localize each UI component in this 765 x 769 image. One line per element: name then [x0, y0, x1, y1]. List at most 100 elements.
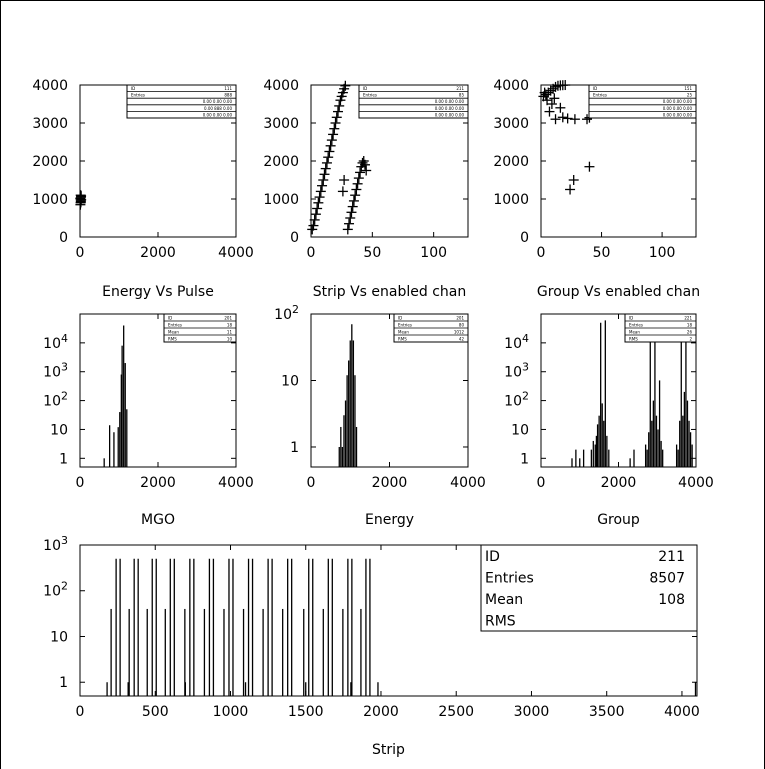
- chart-energy-vs-pulse: 0 2000 4000 0 1000 2000 3000 4000 ID 111 Entries 88…: [32, 78, 253, 300]
- chart-title: Energy Vs Pulse: [102, 284, 214, 300]
- x-tick-label: 0: [537, 245, 546, 261]
- data-point: [562, 113, 573, 124]
- stats-value: 0.00 0.00 0.00: [203, 112, 233, 117]
- y-tick-label: 102: [274, 303, 299, 323]
- y-tick-label: 4000: [32, 78, 68, 94]
- stats-value: 11: [227, 329, 233, 334]
- stats-label: ID: [363, 86, 367, 91]
- stats-label: Entries: [593, 93, 607, 98]
- x-tick-label: 500: [142, 704, 169, 720]
- chart-title: MGO: [141, 512, 175, 528]
- x-tick-label: 3500: [589, 704, 625, 720]
- y-tick-label: 103: [43, 534, 68, 554]
- data-point: [330, 118, 341, 128]
- y-tick-label: 102: [504, 390, 529, 410]
- data-point: [315, 186, 326, 197]
- y-tick-label: 103: [43, 361, 68, 381]
- y-tick-label: 0: [59, 230, 68, 246]
- chart-title: Strip: [372, 742, 405, 758]
- chart-title: Group: [597, 512, 640, 528]
- data-point: [329, 123, 340, 134]
- x-tick-label: 3000: [514, 704, 550, 720]
- data-point: [76, 190, 87, 201]
- stats-label: Mean: [629, 329, 640, 334]
- stats-value: 18: [227, 322, 233, 327]
- data-point: [550, 81, 561, 92]
- y-tick-label: 103: [504, 361, 529, 381]
- data-point: [320, 163, 331, 174]
- data-point: [326, 135, 337, 146]
- x-tick-label: 1000: [213, 704, 249, 720]
- data-point: [325, 140, 336, 151]
- stats-value: 221: [684, 315, 692, 320]
- x-tick-label: 100: [649, 245, 676, 261]
- data-point: [344, 218, 355, 229]
- stats-value: 0.00 0.00 0.00: [435, 99, 465, 104]
- stats-value: 10: [227, 336, 233, 341]
- chart-title: Strip Vs enabled chan: [313, 284, 467, 300]
- data-point: [347, 201, 358, 212]
- data-point: [75, 193, 86, 204]
- stats-label: RMS: [398, 336, 407, 341]
- y-tick-label: 4000: [263, 78, 299, 94]
- data-point: [357, 157, 368, 168]
- stats-value: 8507: [649, 571, 685, 587]
- data-point: [582, 114, 593, 125]
- x-tick-label: 2000: [140, 475, 176, 491]
- data-point: [340, 80, 351, 91]
- data-point: [324, 146, 335, 157]
- stats-label: Entries: [168, 322, 182, 327]
- stats-value: 0.00 0.00 0.00: [435, 112, 465, 117]
- stats-label: ID: [131, 86, 135, 91]
- stats-value: 211: [658, 549, 685, 565]
- x-tick-label: 0: [76, 704, 85, 720]
- data-point: [544, 106, 555, 117]
- y-tick-label: 2000: [32, 154, 68, 170]
- y-tick-label: 1000: [32, 192, 68, 208]
- stats-value: 2: [689, 336, 692, 341]
- stats-label: ID: [593, 86, 597, 91]
- stats-value: 201: [456, 315, 464, 320]
- data-point: [353, 173, 364, 184]
- data-point: [348, 195, 359, 206]
- x-tick-label: 0: [76, 245, 85, 261]
- y-tick-label: 10: [281, 373, 299, 389]
- stats-label: Mean: [168, 329, 179, 334]
- data-point: [337, 186, 348, 197]
- data-point: [355, 167, 366, 178]
- stats-label: Mean: [485, 592, 523, 608]
- data-point: [359, 159, 370, 170]
- stats-value: 80: [459, 322, 465, 327]
- stats-value: 0.00 0.00 0.00: [435, 106, 465, 111]
- stats-label: RMS: [168, 336, 177, 341]
- y-tick-label: 10: [511, 422, 529, 438]
- x-tick-label: 2000: [140, 245, 176, 261]
- stats-value: 42: [459, 336, 465, 341]
- data-point: [328, 129, 339, 140]
- y-tick-label: 3000: [32, 116, 68, 132]
- stats-value: 108: [658, 592, 685, 608]
- stats-value: 0.00 0.00 0.00: [663, 99, 693, 104]
- x-tick-label: 2000: [372, 475, 408, 491]
- chart-strip: 0 500 1000 1500 2000 2500 3000 3500 4000 1 10 102 10…: [43, 534, 700, 758]
- stats-label: ID: [629, 315, 633, 320]
- x-tick-label: 0: [307, 475, 316, 491]
- y-tick-label: 104: [43, 332, 68, 352]
- stats-value: 151: [684, 86, 692, 91]
- x-tick-label: 1500: [288, 704, 324, 720]
- stats-label: Mean: [398, 329, 409, 334]
- y-tick-label: 1: [520, 451, 529, 467]
- x-tick-label: 2500: [438, 704, 474, 720]
- stats-value: 0.00 0.00 0.00: [663, 112, 693, 117]
- stats-value: 211: [456, 86, 464, 91]
- y-tick-label: 104: [504, 332, 529, 352]
- chart-energy: 0 2000 4000 1 10 102 ID 201 Entries 80 Mean 1012 RMS…: [274, 303, 486, 528]
- x-tick-label: 0: [537, 475, 546, 491]
- data-point: [549, 93, 560, 104]
- x-tick-label: 4000: [678, 475, 714, 491]
- y-tick-label: 1: [59, 675, 68, 691]
